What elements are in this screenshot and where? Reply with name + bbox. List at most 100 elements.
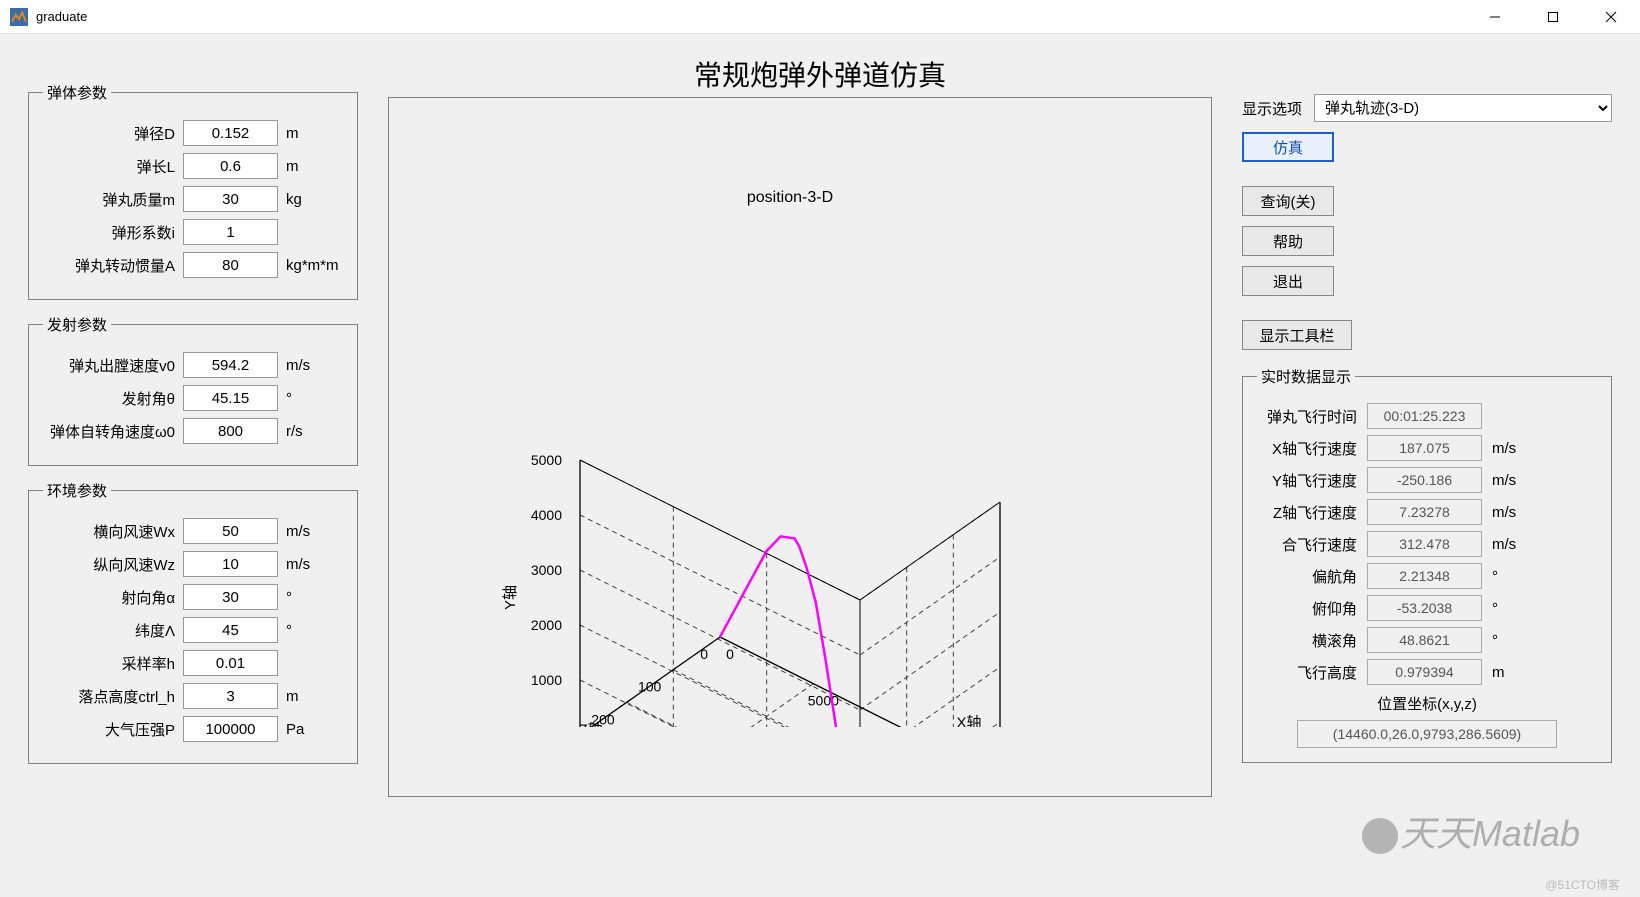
launch-params-group: 发射参数 弹丸出膛速度v0 m/s 发射角θ ° 弹体自转角速度ω0 r/s bbox=[28, 314, 358, 466]
rt-value-6: -53.2038 bbox=[1367, 595, 1482, 621]
trajectory-3d-plot: 0100020003000400050000500010000150000100… bbox=[500, 167, 1100, 727]
body-param-input-3[interactable] bbox=[183, 219, 278, 245]
rt-value-0: 00:01:25.223 bbox=[1367, 403, 1482, 429]
env-param-input-0[interactable] bbox=[183, 518, 278, 544]
env-param-input-5[interactable] bbox=[183, 683, 278, 709]
rt-label-6: 俯仰角 bbox=[1257, 598, 1367, 619]
rt-label-8: 飞行高度 bbox=[1257, 662, 1367, 683]
env-param-label-6: 大气压强P bbox=[43, 719, 183, 740]
svg-text:3000: 3000 bbox=[531, 562, 562, 578]
launch-param-input-1[interactable] bbox=[183, 385, 278, 411]
env-param-unit-0: m/s bbox=[286, 523, 341, 540]
env-param-input-6[interactable] bbox=[183, 716, 278, 742]
titlebar: graduate bbox=[0, 0, 1640, 34]
page-title: 常规炮弹外弹道仿真 bbox=[694, 54, 946, 94]
body-param-unit-1: m bbox=[286, 158, 341, 175]
launch-param-unit-2: r/s bbox=[286, 423, 341, 440]
env-param-input-4[interactable] bbox=[183, 650, 278, 676]
rt-unit-1: m/s bbox=[1492, 440, 1527, 457]
rt-value-2: -250.186 bbox=[1367, 467, 1482, 493]
simulate-button[interactable]: 仿真 bbox=[1242, 132, 1334, 162]
launch-param-label-0: 弹丸出膛速度v0 bbox=[43, 355, 183, 376]
body-param-input-0[interactable] bbox=[183, 120, 278, 146]
help-button[interactable]: 帮助 bbox=[1242, 226, 1334, 256]
env-param-unit-6: Pa bbox=[286, 721, 341, 738]
body-params-group: 弹体参数 弹径D m 弹长L m 弹丸质量m kg 弹形系数i 弹丸转动惯量A … bbox=[28, 82, 358, 300]
query-button[interactable]: 查询(关) bbox=[1242, 186, 1334, 216]
body-legend: 弹体参数 bbox=[43, 82, 111, 103]
coord-label: 位置坐标(x,y,z) bbox=[1257, 693, 1597, 714]
svg-text:5000: 5000 bbox=[531, 452, 562, 468]
svg-text:2000: 2000 bbox=[531, 617, 562, 633]
svg-text:0: 0 bbox=[726, 646, 734, 662]
env-param-unit-5: m bbox=[286, 688, 341, 705]
env-param-input-2[interactable] bbox=[183, 584, 278, 610]
rt-label-2: Y轴飞行速度 bbox=[1257, 470, 1367, 491]
launch-param-unit-0: m/s bbox=[286, 357, 341, 374]
body-param-unit-2: kg bbox=[286, 191, 341, 208]
coord-value: (14460.0,26.0,9793,286.5609) bbox=[1297, 720, 1557, 748]
body-param-input-2[interactable] bbox=[183, 186, 278, 212]
app-icon bbox=[10, 8, 28, 26]
body-param-unit-4: kg*m*m bbox=[286, 257, 341, 274]
rt-unit-4: m/s bbox=[1492, 536, 1527, 553]
rt-value-8: 0.979394 bbox=[1367, 659, 1482, 685]
env-param-input-3[interactable] bbox=[183, 617, 278, 643]
rt-unit-7: ° bbox=[1492, 632, 1527, 649]
window-title: graduate bbox=[36, 9, 1466, 24]
exit-button[interactable]: 退出 bbox=[1242, 266, 1334, 296]
body-param-label-3: 弹形系数i bbox=[43, 222, 183, 243]
svg-text:position-3-D: position-3-D bbox=[747, 189, 833, 206]
env-legend: 环境参数 bbox=[43, 480, 111, 501]
body-param-label-4: 弹丸转动惯量A bbox=[43, 255, 183, 276]
rt-label-3: Z轴飞行速度 bbox=[1257, 502, 1367, 523]
svg-text:X轴: X轴 bbox=[956, 715, 981, 727]
close-button[interactable] bbox=[1582, 0, 1640, 34]
body-param-unit-0: m bbox=[286, 125, 341, 142]
launch-param-input-2[interactable] bbox=[183, 418, 278, 444]
launch-param-unit-1: ° bbox=[286, 390, 341, 407]
minimize-button[interactable] bbox=[1466, 0, 1524, 34]
realtime-group: 实时数据显示 弹丸飞行时间 00:01:25.223 X轴飞行速度 187.07… bbox=[1242, 366, 1612, 763]
body-param-input-4[interactable] bbox=[183, 252, 278, 278]
footer-watermark: @51CTO博客 bbox=[1545, 876, 1620, 893]
env-param-label-3: 纬度Λ bbox=[43, 620, 183, 641]
rt-unit-2: m/s bbox=[1492, 472, 1527, 489]
rt-value-1: 187.075 bbox=[1367, 435, 1482, 461]
rt-value-7: 48.8621 bbox=[1367, 627, 1482, 653]
maximize-button[interactable] bbox=[1524, 0, 1582, 34]
realtime-legend: 实时数据显示 bbox=[1257, 366, 1355, 387]
body-param-label-2: 弹丸质量m bbox=[43, 189, 183, 210]
rt-unit-5: ° bbox=[1492, 568, 1527, 585]
launch-param-label-1: 发射角θ bbox=[43, 388, 183, 409]
env-param-unit-1: m/s bbox=[286, 556, 341, 573]
launch-param-label-2: 弹体自转角速度ω0 bbox=[43, 421, 183, 442]
launch-param-input-0[interactable] bbox=[183, 352, 278, 378]
rt-unit-8: m bbox=[1492, 664, 1527, 681]
toolbar-button[interactable]: 显示工具栏 bbox=[1242, 320, 1352, 350]
env-param-label-5: 落点高度ctrl_h bbox=[43, 686, 183, 707]
svg-text:5000: 5000 bbox=[808, 693, 839, 709]
launch-legend: 发射参数 bbox=[43, 314, 111, 335]
plot-panel: 0100020003000400050000500010000150000100… bbox=[388, 97, 1212, 797]
env-param-unit-2: ° bbox=[286, 589, 341, 606]
rt-value-4: 312.478 bbox=[1367, 531, 1482, 557]
rt-label-5: 偏航角 bbox=[1257, 566, 1367, 587]
env-param-input-1[interactable] bbox=[183, 551, 278, 577]
env-params-group: 环境参数 横向风速Wx m/s 纵向风速Wz m/s 射向角α ° 纬度Λ ° … bbox=[28, 480, 358, 764]
display-option-select[interactable]: 弹丸轨迹(3-D) bbox=[1314, 94, 1612, 122]
rt-value-5: 2.21348 bbox=[1367, 563, 1482, 589]
svg-text:Z轴: Z轴 bbox=[579, 722, 603, 727]
env-param-label-1: 纵向风速Wz bbox=[43, 554, 183, 575]
display-option-label: 显示选项 bbox=[1242, 98, 1302, 119]
body-param-input-1[interactable] bbox=[183, 153, 278, 179]
env-param-label-4: 采样率h bbox=[43, 653, 183, 674]
env-param-label-2: 射向角α bbox=[43, 587, 183, 608]
rt-label-7: 横滚角 bbox=[1257, 630, 1367, 651]
rt-label-1: X轴飞行速度 bbox=[1257, 438, 1367, 459]
body-param-label-0: 弹径D bbox=[43, 123, 183, 144]
body-param-label-1: 弹长L bbox=[43, 156, 183, 177]
env-param-label-0: 横向风速Wx bbox=[43, 521, 183, 542]
rt-label-0: 弹丸飞行时间 bbox=[1257, 406, 1367, 427]
rt-label-4: 合飞行速度 bbox=[1257, 534, 1367, 555]
